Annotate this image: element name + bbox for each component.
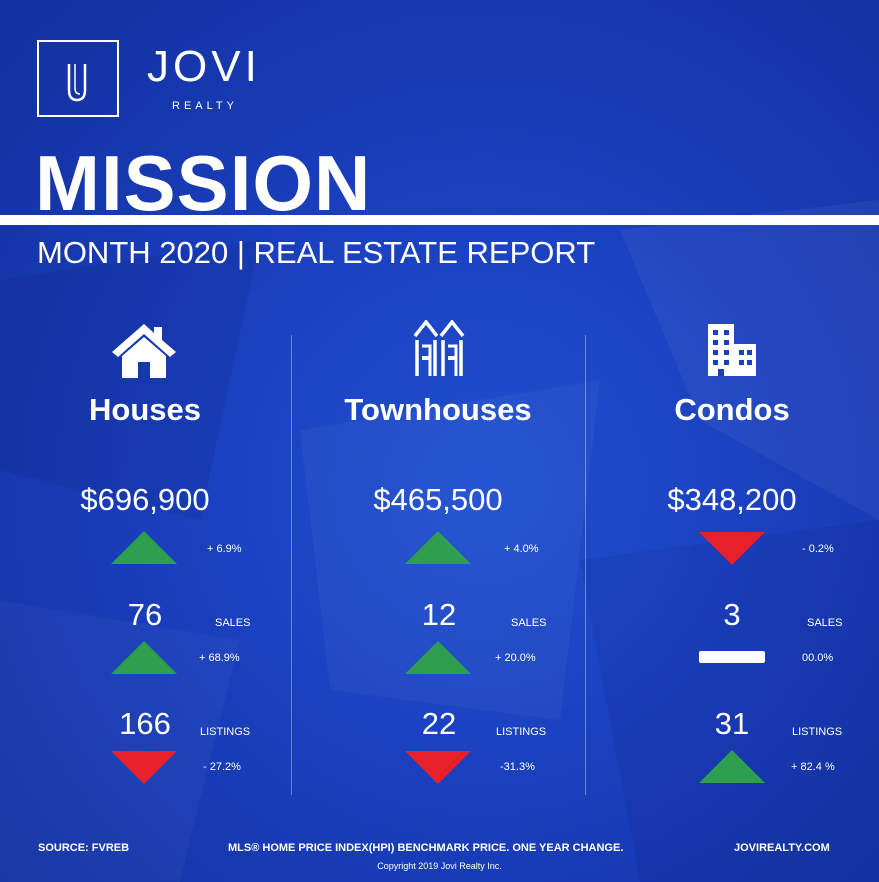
house-icon xyxy=(112,324,176,378)
column-divider xyxy=(585,335,586,795)
condos-title: Condos xyxy=(674,392,790,427)
brand-subtitle: REALTY xyxy=(172,100,238,112)
condos-sales-label: SALES xyxy=(807,617,843,629)
houses-sales-trend-icon xyxy=(111,641,177,680)
condo-building-icon xyxy=(708,324,756,376)
flat-trend-bar xyxy=(699,651,765,663)
page-subtitle: MONTH 2020 | REAL ESTATE REPORT xyxy=(37,235,596,270)
townhouses-sales-change: + 20.0% xyxy=(495,652,536,664)
townhouses-price-trend-icon xyxy=(405,531,471,570)
houses-price: $696,900 xyxy=(80,482,210,517)
houses-listings-change: - 27.2% xyxy=(203,761,241,773)
up-triangle-icon xyxy=(111,531,177,564)
townhouses-sales-count: 12 xyxy=(421,597,457,632)
townhouses-price-change: + 4.0% xyxy=(504,543,539,555)
title-rule xyxy=(0,215,879,225)
footer-website[interactable]: JOVIREALTY.COM xyxy=(734,842,830,854)
townhouses-listings-label: LISTINGS xyxy=(496,726,547,738)
townhouses-price: $465,500 xyxy=(373,482,503,517)
up-triangle-icon xyxy=(405,641,471,674)
brand-logo xyxy=(37,40,119,117)
houses-sales-count: 76 xyxy=(127,597,163,632)
townhouses-listings-count: 22 xyxy=(421,706,457,741)
condos-listings-change: + 82.4 % xyxy=(791,761,835,773)
condos-listings-count: 31 xyxy=(714,706,750,741)
townhouses-listings-trend-icon xyxy=(405,750,471,789)
houses-sales-change: + 68.9% xyxy=(199,652,240,664)
houses-listings-label: LISTINGS xyxy=(200,726,251,738)
condos-listings-trend-icon xyxy=(699,750,765,789)
down-triangle-icon xyxy=(111,751,177,784)
up-triangle-icon xyxy=(111,641,177,674)
jovi-logo-icon xyxy=(67,64,87,102)
condos-price: $348,200 xyxy=(667,482,797,517)
brand-name: JOVI xyxy=(147,42,261,91)
footer-copyright: Copyright 2019 Jovi Realty Inc. xyxy=(377,861,502,871)
townhouses-sales-label: SALES xyxy=(511,617,547,629)
townhouse-icon xyxy=(413,320,465,376)
page-title: MISSION xyxy=(35,139,372,227)
houses-price-trend-icon xyxy=(111,531,177,570)
up-triangle-icon xyxy=(699,750,765,783)
houses-sales-label: SALES xyxy=(215,617,251,629)
condos-sales-count: 3 xyxy=(723,597,741,632)
townhouses-listings-change: -31.3% xyxy=(500,761,535,773)
houses-listings-count: 166 xyxy=(119,706,171,741)
houses-listings-trend-icon xyxy=(111,750,177,789)
down-triangle-icon xyxy=(405,751,471,784)
condos-price-change: - 0.2% xyxy=(802,543,834,555)
houses-title: Houses xyxy=(89,392,201,427)
down-triangle-icon xyxy=(699,532,765,565)
condos-listings-label: LISTINGS xyxy=(792,726,843,738)
houses-price-change: + 6.9% xyxy=(207,543,242,555)
townhouses-title: Townhouses xyxy=(344,392,532,427)
footer-note: MLS® HOME PRICE INDEX(HPI) BENCHMARK PRI… xyxy=(228,842,624,854)
footer-source: SOURCE: FVREB xyxy=(38,842,130,854)
column-divider xyxy=(291,335,292,795)
condos-price-trend-icon xyxy=(699,531,765,570)
up-triangle-icon xyxy=(405,531,471,564)
condos-sales-change: 00.0% xyxy=(802,652,834,664)
townhouses-sales-trend-icon xyxy=(405,641,471,680)
